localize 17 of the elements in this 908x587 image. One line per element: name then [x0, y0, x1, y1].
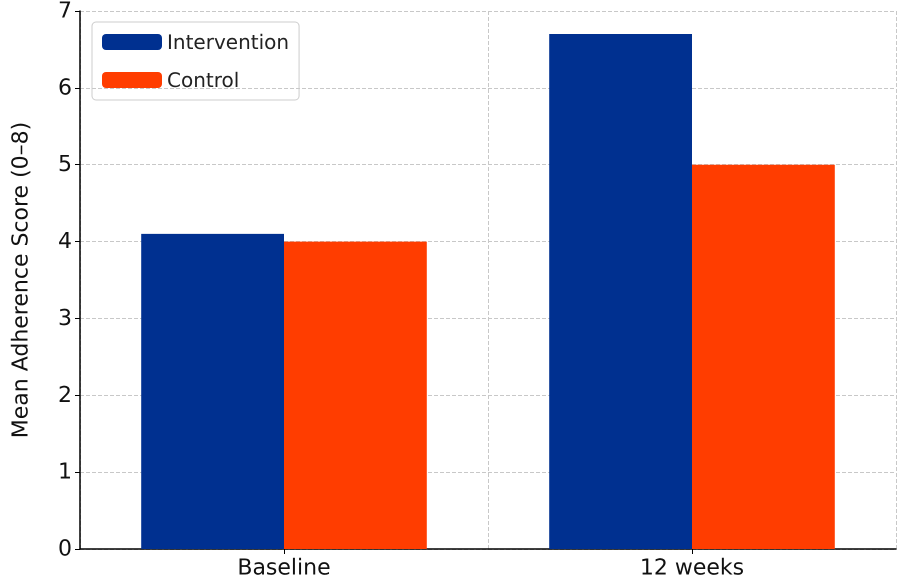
y-tick-label: 2 — [58, 382, 72, 408]
bar — [692, 164, 835, 549]
bar — [284, 242, 427, 549]
legend-label: Control — [167, 68, 240, 92]
bar — [549, 34, 692, 549]
x-tick-label: 12 weeks — [640, 556, 744, 580]
y-tick-label: 7 — [58, 0, 72, 24]
y-tick-label: 3 — [58, 306, 72, 331]
y-tick-label: 4 — [58, 229, 72, 254]
legend-label: Intervention — [167, 30, 290, 54]
bar — [141, 234, 284, 549]
y-tick-label: 0 — [58, 536, 72, 562]
x-tick-label: Baseline — [237, 556, 331, 580]
y-axis-title: Mean Adherence Score (0–8) — [8, 122, 34, 438]
y-tick-label: 5 — [58, 152, 72, 178]
y-tick-label: 6 — [58, 75, 72, 100]
y-tick-label: 1 — [58, 460, 72, 485]
